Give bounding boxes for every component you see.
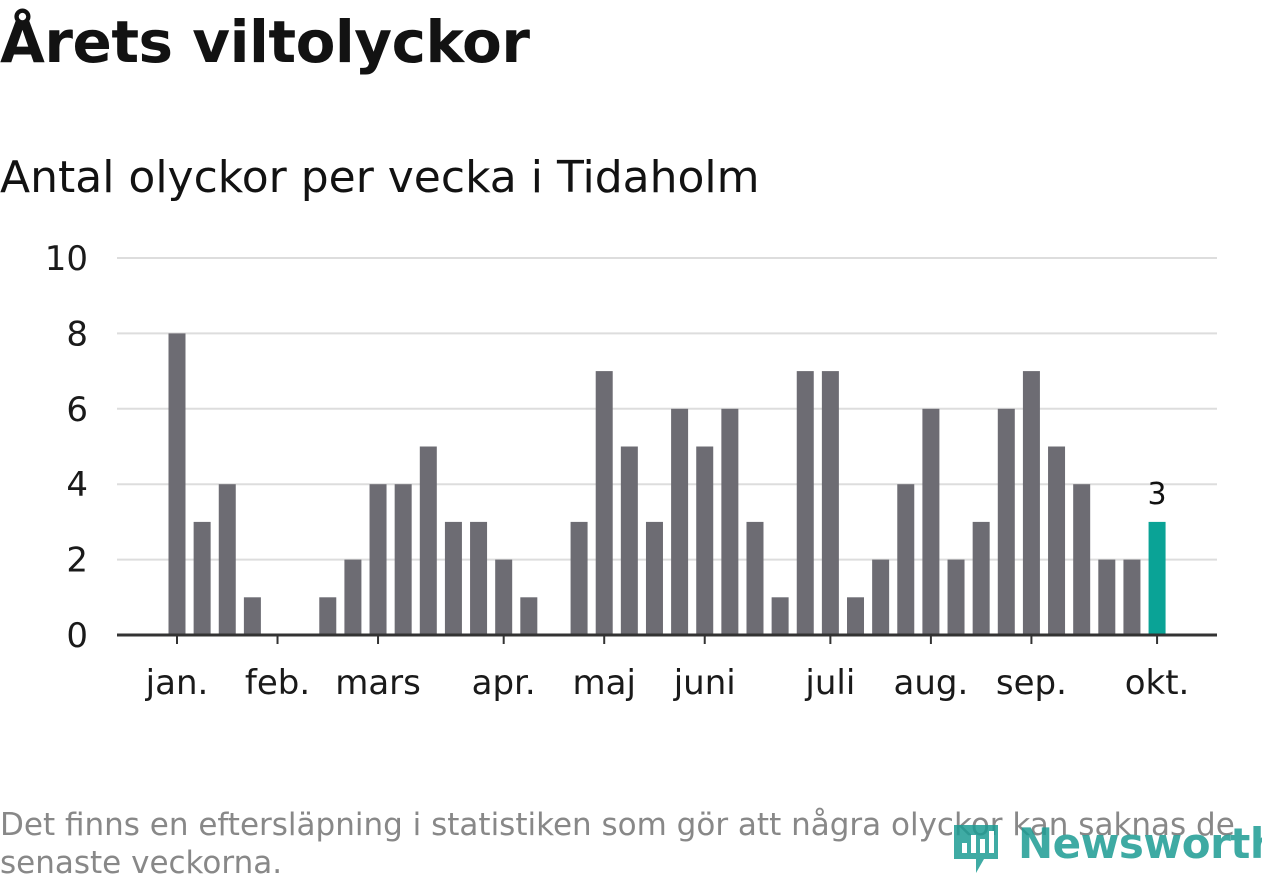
y-tick-label: 0 xyxy=(66,616,88,656)
bar xyxy=(444,521,462,635)
x-tick-label: apr. xyxy=(472,663,536,703)
y-tick-label: 8 xyxy=(66,314,88,354)
bar xyxy=(696,446,714,635)
bar xyxy=(419,446,437,635)
bar xyxy=(344,559,362,635)
x-tick-label: juli xyxy=(804,663,855,703)
bar xyxy=(1073,484,1091,635)
x-tick-label: feb. xyxy=(245,663,310,703)
bars xyxy=(168,333,1166,635)
bar xyxy=(470,521,488,635)
bar xyxy=(645,521,663,635)
bar xyxy=(796,371,814,635)
bar xyxy=(394,484,412,635)
bar xyxy=(620,446,638,635)
bar xyxy=(721,408,739,635)
x-tick-label: maj xyxy=(573,663,636,703)
bar xyxy=(520,597,538,635)
bar xyxy=(243,597,261,635)
bar xyxy=(922,408,940,635)
bar-highlight xyxy=(1148,521,1166,635)
x-tick-label: sep. xyxy=(996,663,1067,703)
x-tick-label: jan. xyxy=(145,663,209,703)
bar xyxy=(193,521,211,635)
bar xyxy=(595,371,613,635)
bar xyxy=(168,333,186,635)
y-tick-label: 6 xyxy=(66,390,88,430)
y-tick-label: 2 xyxy=(66,541,88,581)
y-axis-ticks: 0 2 4 6 8 10 xyxy=(45,239,88,656)
data-label: 3 xyxy=(1148,477,1167,512)
bar xyxy=(872,559,890,635)
newsworthy-logo-text: Newsworthy xyxy=(1018,819,1262,868)
newsworthy-logo: Newsworthy xyxy=(950,815,1262,879)
bar xyxy=(947,559,965,635)
x-tick-label: juni xyxy=(673,663,736,703)
value-labels: 3 xyxy=(1148,477,1167,512)
bar xyxy=(746,521,764,635)
bar xyxy=(847,597,865,635)
bar xyxy=(771,597,789,635)
x-axis xyxy=(117,633,1217,644)
footnote: Det finns en eftersläpning i statistiken… xyxy=(0,807,1235,881)
bar xyxy=(997,408,1015,635)
bar xyxy=(1048,446,1066,635)
bar xyxy=(1123,559,1141,635)
bar-chart: 0 2 4 6 8 10 jan. feb. mars apr. maj juni juli aug. s… xyxy=(45,239,1217,703)
bar xyxy=(821,371,839,635)
chart-subtitle: Antal olyckor per vecka i Tidaholm xyxy=(0,152,760,203)
x-tick-label: aug. xyxy=(894,663,969,703)
bar xyxy=(570,521,588,635)
bar xyxy=(495,559,513,635)
bar xyxy=(972,521,990,635)
y-tick-label: 10 xyxy=(45,239,88,279)
bar xyxy=(1098,559,1116,635)
y-tick-label: 4 xyxy=(66,465,88,505)
bar xyxy=(1022,371,1040,635)
bar xyxy=(369,484,387,635)
bar xyxy=(218,484,236,635)
chart-title: Årets viltolyckor xyxy=(0,8,530,76)
x-tick-label: okt. xyxy=(1125,663,1190,703)
bar xyxy=(897,484,915,635)
x-axis-month-labels: jan. feb. mars apr. maj juni juli aug. sep. okt. xyxy=(145,663,1190,703)
x-tick-label: mars xyxy=(335,663,421,703)
newsworthy-logo-icon xyxy=(954,825,998,873)
bar xyxy=(319,597,337,635)
bar xyxy=(671,408,689,635)
